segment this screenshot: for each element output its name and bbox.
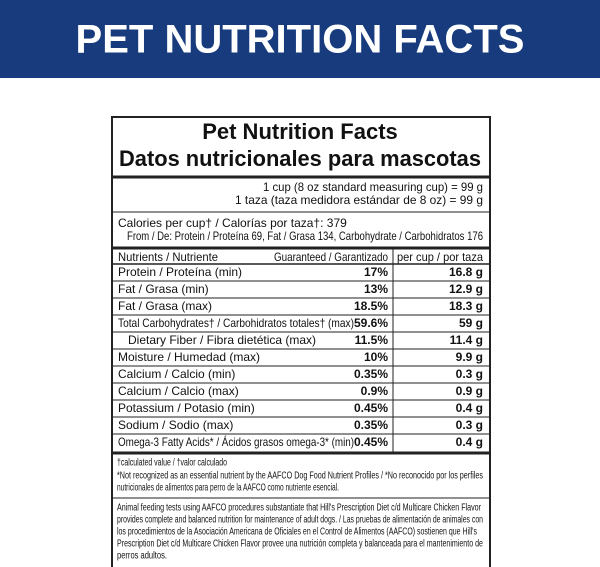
nutrient: Potassium / Potasio (min) xyxy=(118,401,255,415)
nutrient: Fat / Grasa (max) xyxy=(118,299,212,313)
per-cup: 0.9 g xyxy=(456,384,483,398)
banner xyxy=(0,0,600,78)
calorie-sources: From / De: Protein / Proteína 69, Fat / … xyxy=(127,229,483,243)
nutrient: Fat / Grasa (min) xyxy=(118,282,209,296)
column-header: Nutrients / Nutriente xyxy=(118,250,218,264)
nutrient: Calcium / Calcio (max) xyxy=(118,384,239,398)
column-header: Guaranteed / Garantizado xyxy=(274,250,388,264)
footnote: †calculated value / †valor calculado xyxy=(117,458,227,469)
feeding-text: Animal feeding tests using AAFCO procedu… xyxy=(117,503,481,514)
feeding-text: Prescription Diet c/d Multicare Chicken … xyxy=(117,539,483,550)
guaranteed: 0.45% xyxy=(354,435,388,449)
label-box xyxy=(111,116,491,567)
guaranteed: 17% xyxy=(364,265,388,279)
per-cup: 0.4 g xyxy=(456,401,483,415)
label-subtitle: Datos nutricionales para mascotas xyxy=(119,146,481,171)
per-cup: 59 g xyxy=(459,316,483,330)
per-cup: 16.8 g xyxy=(449,265,483,279)
guaranteed: 0.9% xyxy=(361,384,389,398)
nutrient: Omega-3 Fatty Acids* / Ácidos grasos ome… xyxy=(118,434,354,449)
guaranteed: 0.35% xyxy=(354,418,388,432)
serving: 1 cup (8 oz standard measuring cup) = 99… xyxy=(263,180,483,194)
per-cup: 11.4 g xyxy=(450,333,483,347)
nutrient: Total Carbohydrates† / Carbohidratos tot… xyxy=(118,316,354,330)
guaranteed: 13% xyxy=(364,282,388,296)
guaranteed: 18.5% xyxy=(354,299,388,313)
nutrient: Calcium / Calcio (min) xyxy=(118,367,235,381)
nutrient: Sodium / Sodio (max) xyxy=(118,418,233,432)
banner-title: PET NUTRITION FACTS xyxy=(76,18,525,62)
nutrient: Moisture / Humedad (max) xyxy=(118,350,260,364)
per-cup: 9.9 g xyxy=(456,350,483,364)
feeding-text: provides complete and balanced nutrition… xyxy=(117,515,483,526)
feeding-text: perros adultos. xyxy=(117,551,167,562)
column-header: per cup / por taza xyxy=(397,250,483,264)
guaranteed: 59.6% xyxy=(354,316,388,330)
guaranteed: 0.45% xyxy=(354,401,388,415)
footnote: *Not recognized as an essential nutrient… xyxy=(117,471,483,482)
nutrient: Protein / Proteína (min) xyxy=(118,265,242,279)
per-cup: 0.4 g xyxy=(456,435,483,449)
per-cup: 0.3 g xyxy=(456,367,483,381)
calories: Calories per cup† / Calorías por taza†: … xyxy=(118,216,347,230)
nutrient: Dietary Fiber / Fibra dietética (max) xyxy=(128,333,316,347)
footnote: nutricionales de alimentos para perro de… xyxy=(117,483,339,494)
serving: 1 taza (taza medidora estándar de 8 oz) … xyxy=(235,193,483,207)
guaranteed: 0.35% xyxy=(354,367,388,381)
feeding-text: los procedimientos de la Asociación Amer… xyxy=(117,527,477,538)
per-cup: 0.3 g xyxy=(456,418,483,432)
per-cup: 12.9 g xyxy=(449,282,483,296)
per-cup: 18.3 g xyxy=(449,299,483,313)
guaranteed: 11.5% xyxy=(355,333,389,347)
guaranteed: 10% xyxy=(364,350,388,364)
label-title: Pet Nutrition Facts xyxy=(202,119,398,144)
